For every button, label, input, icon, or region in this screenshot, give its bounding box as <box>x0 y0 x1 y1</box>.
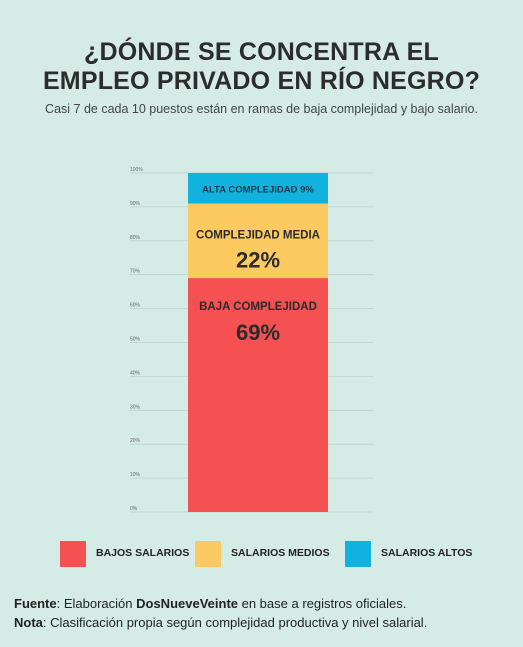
legend-swatch-yellow <box>195 541 221 567</box>
chart-title: ¿DÓNDE SE CONCENTRA EL EMPLEO PRIVADO EN… <box>0 38 523 96</box>
segment-label: BAJA COMPLEJIDAD <box>199 301 317 313</box>
y-tick-label: 30% <box>130 404 141 410</box>
y-tick-label: 40% <box>130 370 141 376</box>
y-tick-label: 20% <box>130 438 141 444</box>
y-tick-label: 60% <box>130 303 141 309</box>
y-tick-label: 100% <box>130 167 143 173</box>
legend-label: SALARIOS MEDIOS <box>231 547 330 559</box>
y-tick-label: 70% <box>130 269 141 275</box>
segment-label: ALTA COMPLEJIDAD 9% <box>202 184 314 195</box>
chart-title-line-1: ¿DÓNDE SE CONCENTRA EL <box>84 38 439 66</box>
legend-label: SALARIOS ALTOS <box>381 547 473 559</box>
footer-notes: Fuente: Elaboración DosNueveVeinte en ba… <box>14 594 427 632</box>
segment-label: COMPLEJIDAD MEDIA <box>196 230 320 242</box>
note-label: Nota <box>14 615 43 630</box>
y-tick-label: 50% <box>130 337 141 343</box>
legend-swatch-red <box>60 541 86 567</box>
chart-title-line-2: EMPLEO PRIVADO EN RÍO NEGRO? <box>42 67 481 95</box>
stacked-bar-chart: 0% 10% 20% 30% 40% 50% 60% 70% 80% 90% 100% BAJA CO… <box>130 167 373 513</box>
source-text-post: en base a registros oficiales. <box>238 596 407 611</box>
legend-swatch-blue <box>345 541 371 567</box>
source-label: Fuente <box>14 596 57 611</box>
bar-segment <box>188 278 328 512</box>
segment-value-label: 22% <box>236 248 280 273</box>
segment-value-label: 69% <box>236 320 280 345</box>
y-tick-label: 0% <box>130 506 138 512</box>
legend-label: BAJOS SALARIOS <box>96 547 190 559</box>
y-tick-label: 80% <box>130 235 141 241</box>
chart-subtitle: Casi 7 de cada 10 puestos están en ramas… <box>45 102 478 116</box>
legend: BAJOS SALARIOS SALARIOS MEDIOS SALARIOS … <box>0 541 523 567</box>
footer-note: Nota: Clasificación propia según complej… <box>14 613 427 632</box>
y-tick-label: 10% <box>130 472 141 478</box>
note-text: : Clasificación propia según complejidad… <box>42 615 428 630</box>
footer-source: Fuente: Elaboración DosNueveVeinte en ba… <box>14 594 427 613</box>
source-brand: DosNueveVeinte <box>136 596 238 611</box>
source-text-pre: : Elaboración <box>56 596 137 611</box>
bar-segment <box>188 203 328 279</box>
y-tick-label: 90% <box>130 201 141 207</box>
bar-segment <box>188 173 328 204</box>
